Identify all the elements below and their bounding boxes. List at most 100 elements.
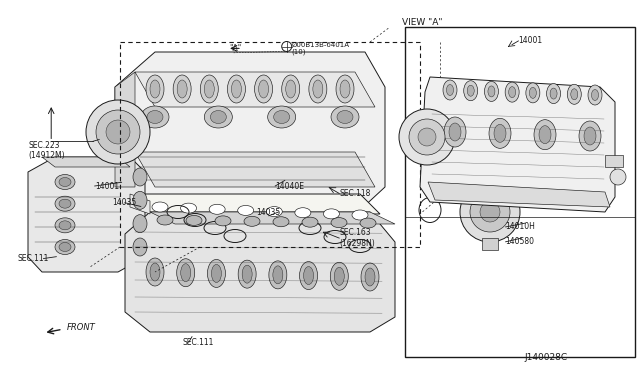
Ellipse shape	[211, 264, 221, 282]
Ellipse shape	[464, 81, 477, 101]
Ellipse shape	[133, 238, 147, 256]
Ellipse shape	[571, 89, 578, 100]
Ellipse shape	[232, 80, 241, 98]
Ellipse shape	[526, 83, 540, 103]
Circle shape	[460, 182, 520, 242]
Ellipse shape	[180, 264, 191, 282]
Ellipse shape	[152, 202, 168, 212]
Ellipse shape	[157, 215, 173, 225]
Ellipse shape	[242, 265, 252, 283]
Ellipse shape	[547, 84, 561, 103]
Ellipse shape	[266, 206, 282, 217]
Text: SEC.111: SEC.111	[182, 338, 214, 347]
Ellipse shape	[337, 110, 353, 124]
Ellipse shape	[259, 80, 269, 98]
Ellipse shape	[365, 268, 375, 286]
Ellipse shape	[509, 87, 516, 97]
Text: SEC.111: SEC.111	[18, 254, 49, 263]
Polygon shape	[42, 157, 130, 167]
Ellipse shape	[177, 80, 187, 98]
Ellipse shape	[591, 90, 598, 100]
Ellipse shape	[334, 267, 344, 285]
Ellipse shape	[133, 191, 147, 209]
Text: 14035: 14035	[112, 198, 136, 207]
Text: FRONT: FRONT	[67, 323, 96, 332]
Ellipse shape	[180, 203, 196, 213]
Ellipse shape	[360, 218, 376, 228]
Ellipse shape	[209, 204, 225, 214]
Ellipse shape	[300, 262, 317, 289]
Ellipse shape	[361, 263, 379, 291]
Ellipse shape	[588, 85, 602, 105]
Circle shape	[86, 100, 150, 164]
Ellipse shape	[444, 117, 466, 147]
Polygon shape	[135, 72, 375, 107]
Ellipse shape	[295, 208, 311, 218]
Ellipse shape	[150, 80, 160, 98]
Ellipse shape	[269, 261, 287, 289]
Ellipse shape	[484, 81, 499, 102]
Text: 14001: 14001	[95, 182, 119, 190]
Ellipse shape	[204, 80, 214, 98]
Ellipse shape	[467, 85, 474, 96]
Polygon shape	[135, 152, 375, 187]
Ellipse shape	[150, 263, 160, 281]
Circle shape	[470, 192, 510, 232]
Ellipse shape	[336, 75, 354, 103]
Ellipse shape	[273, 266, 283, 284]
Ellipse shape	[567, 84, 581, 104]
Ellipse shape	[352, 210, 368, 220]
Ellipse shape	[303, 267, 314, 285]
Ellipse shape	[133, 168, 147, 186]
Ellipse shape	[55, 218, 75, 233]
Ellipse shape	[59, 177, 71, 186]
Circle shape	[96, 110, 140, 154]
Text: VIEW "A": VIEW "A"	[402, 18, 442, 27]
Ellipse shape	[177, 259, 195, 287]
Ellipse shape	[447, 84, 454, 96]
Polygon shape	[115, 52, 385, 224]
Ellipse shape	[237, 205, 253, 215]
Ellipse shape	[323, 209, 339, 219]
Polygon shape	[125, 212, 395, 332]
Ellipse shape	[244, 216, 260, 226]
Ellipse shape	[227, 75, 245, 103]
Ellipse shape	[340, 80, 350, 98]
Text: Ø00B13B-6401A
(10): Ø00B13B-6401A (10)	[291, 42, 349, 55]
Ellipse shape	[238, 260, 256, 288]
Circle shape	[418, 128, 436, 146]
Ellipse shape	[331, 106, 359, 128]
Ellipse shape	[55, 196, 75, 211]
Text: 14040E: 14040E	[275, 182, 304, 190]
Ellipse shape	[579, 121, 601, 151]
Text: 14001: 14001	[518, 36, 543, 45]
Ellipse shape	[449, 123, 461, 141]
Ellipse shape	[200, 75, 218, 103]
Circle shape	[409, 119, 445, 155]
Ellipse shape	[59, 199, 71, 208]
Circle shape	[399, 109, 455, 165]
Bar	[405, 27, 635, 357]
Text: "A": "A"	[229, 44, 241, 53]
Text: 14035: 14035	[256, 208, 280, 217]
Ellipse shape	[489, 118, 511, 148]
Ellipse shape	[133, 215, 147, 232]
Ellipse shape	[55, 240, 75, 254]
Ellipse shape	[539, 126, 551, 144]
Ellipse shape	[443, 80, 457, 100]
Ellipse shape	[204, 106, 232, 128]
Ellipse shape	[186, 215, 202, 225]
Polygon shape	[130, 194, 150, 214]
Ellipse shape	[173, 75, 191, 103]
Ellipse shape	[147, 110, 163, 124]
Ellipse shape	[207, 259, 225, 288]
Circle shape	[106, 120, 130, 144]
Ellipse shape	[550, 88, 557, 99]
Circle shape	[282, 42, 292, 51]
Ellipse shape	[494, 124, 506, 142]
Bar	[482, 238, 498, 250]
Ellipse shape	[285, 80, 296, 98]
Ellipse shape	[211, 110, 227, 124]
Text: 14010H: 14010H	[506, 222, 536, 231]
Ellipse shape	[505, 82, 519, 102]
